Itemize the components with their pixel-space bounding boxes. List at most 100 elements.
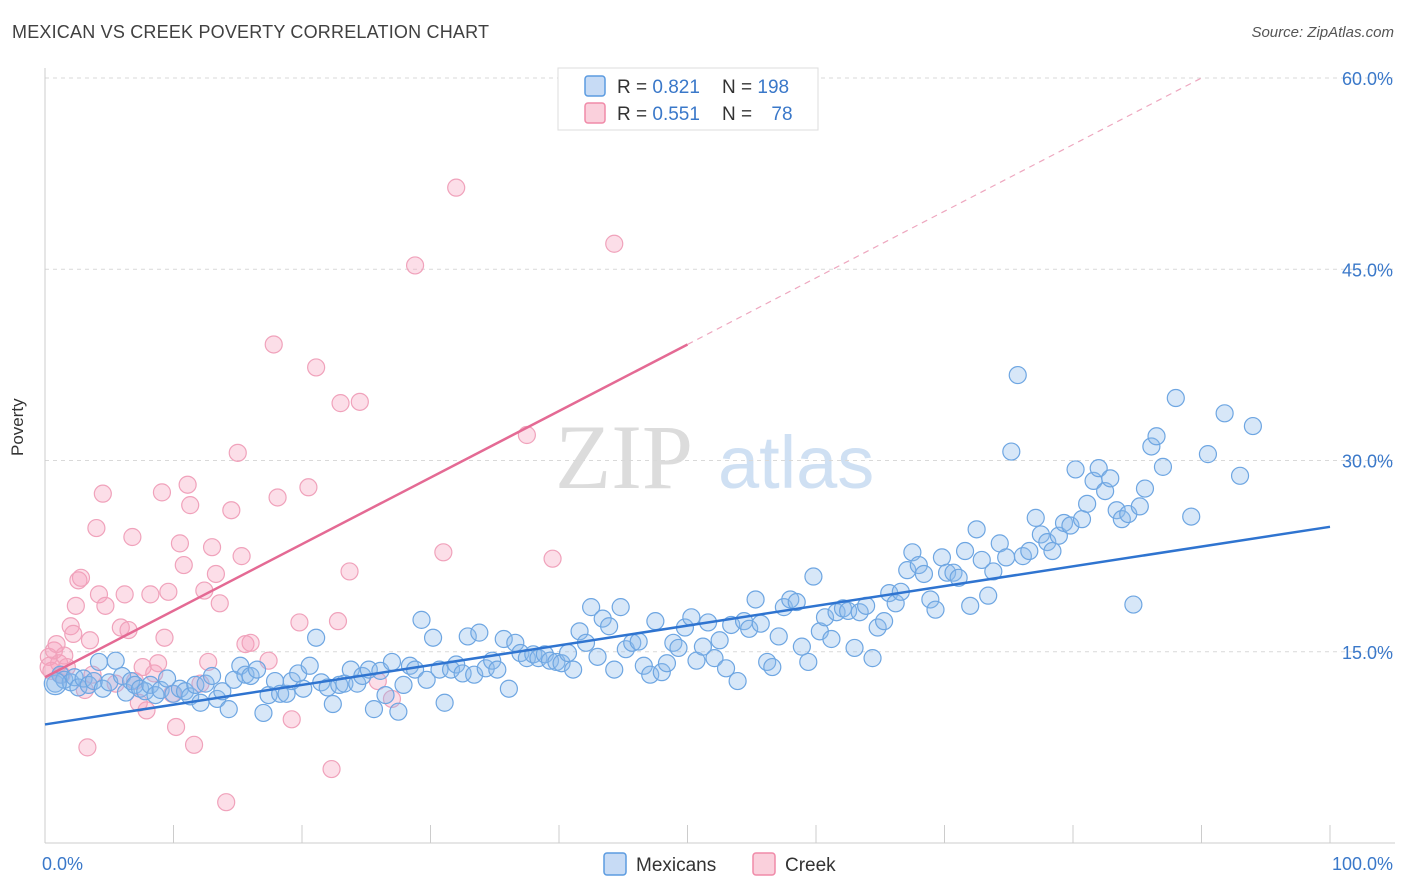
mexicans-point-163: [979, 586, 998, 605]
svg-text:R = 0.821: R = 0.821: [617, 77, 700, 98]
svg-text:R = 0.551: R = 0.551: [617, 104, 700, 125]
mexicans-point-159: [955, 541, 975, 561]
mexicans-point-91: [558, 643, 578, 663]
creek-point-23: [115, 585, 134, 604]
mexicans-point-145: [875, 612, 894, 631]
creek-point-57: [268, 488, 287, 507]
mexicans-point-9: [89, 652, 109, 672]
creek-point-34: [155, 628, 174, 647]
mexicans-point-103: [629, 632, 648, 651]
mexicans-point-33: [219, 700, 238, 719]
mexicans-point-143: [863, 649, 882, 668]
mexicans-point-167: [1002, 442, 1021, 461]
mexicans-point-39: [254, 703, 273, 723]
mexicans-point-73: [453, 664, 472, 683]
legend-bottom-swatch-creek: [752, 852, 776, 876]
axes: [44, 68, 1395, 844]
legend-r-label-2: R =: [617, 104, 652, 125]
x-tick-label-0: 0.0%: [42, 854, 83, 874]
legend-swatch-creek: [584, 102, 606, 124]
mexicans-point-58: [364, 700, 384, 719]
mexicans-point-76: [470, 623, 489, 642]
mexicans-point-170: [1020, 541, 1039, 561]
mexicans-point-194: [1166, 388, 1185, 408]
creek-point-37: [166, 717, 186, 737]
mexicans-point-70: [435, 693, 454, 712]
mexicans-point-75: [465, 665, 484, 684]
legend-n-value-1: 198: [757, 77, 789, 98]
creek-trend-line: [44, 343, 689, 679]
creek-point-59: [290, 613, 309, 632]
mexicans-point-92: [564, 660, 583, 679]
legend-r-value-2: 0.551: [652, 104, 700, 125]
y-tick-label-45: 45.0%: [1342, 260, 1393, 280]
watermark-atlas: atlas: [718, 421, 874, 504]
creek-point-40: [178, 475, 197, 494]
creek-point-28: [133, 657, 152, 677]
mexicans-point-62: [389, 702, 408, 721]
mexicans-point-114: [693, 637, 713, 656]
mexicans-point-88: [540, 651, 560, 670]
svg-text:N = 198: N = 198: [722, 77, 789, 98]
mexicans-point-79: [488, 660, 507, 679]
creek-point-69: [405, 256, 425, 275]
creek-point-64: [331, 394, 350, 413]
mexicans-point-48: [307, 628, 326, 647]
creek-point-66: [350, 392, 369, 411]
mexicans-point-197: [1215, 404, 1234, 423]
creek-point-12: [71, 568, 91, 587]
legend-bottom-label-creek: Creek: [785, 855, 836, 876]
mexicans-point-90: [552, 654, 571, 673]
creek-point-74: [605, 234, 624, 253]
creek-point-50: [222, 501, 241, 520]
creek-point-42: [184, 735, 204, 754]
mexicans-point-184: [1101, 469, 1120, 488]
mexicans-point-68: [423, 628, 443, 647]
mexicans-point-22: [157, 669, 177, 688]
mexicans-point-20: [146, 685, 165, 705]
mexicans-point-109: [664, 633, 683, 652]
series-mexicans: [43, 365, 1263, 723]
mexicans-point-107: [652, 663, 671, 682]
mexicans-point-124: [751, 614, 770, 633]
creek-point-71: [447, 178, 466, 197]
mexicans-point-81: [499, 679, 518, 698]
mexicans-point-162: [972, 550, 991, 570]
mexicans-point-168: [1008, 365, 1027, 385]
mexicans-point-192: [1147, 427, 1166, 446]
mexicans-point-110: [669, 638, 688, 658]
tick-labels: 15.0% 30.0% 45.0% 60.0% 0.0% 100.0%: [42, 69, 1393, 874]
legend-swatch-mexicans: [584, 75, 606, 97]
creek-point-48: [210, 594, 229, 613]
mexicans-point-47: [300, 656, 319, 675]
mexicans-trend-line: [44, 525, 1331, 726]
x-tick-label-100: 100.0%: [1332, 854, 1393, 874]
mexicans-point-67: [417, 670, 436, 689]
mexicans-point-189: [1130, 497, 1149, 516]
mexicans-point-120: [728, 671, 747, 691]
mexicans-point-180: [1078, 494, 1097, 513]
legend-n-label-1: N =: [722, 77, 757, 98]
creek-point-65: [340, 562, 359, 581]
creek-point-32: [148, 654, 168, 673]
creek-point-38: [170, 534, 190, 553]
mexicans-point-188: [1124, 595, 1143, 614]
mexicans-point-196: [1198, 445, 1218, 464]
mexicans-point-174: [1043, 541, 1062, 561]
gridlines: [45, 77, 1395, 653]
creek-point-33: [152, 483, 172, 502]
mexicans-point-0: [46, 674, 65, 693]
creek-trend-extension: [687, 77, 1202, 346]
mexicans-point-74: [458, 627, 477, 646]
creek-point-35: [159, 582, 178, 601]
mexicans-point-66: [412, 610, 431, 629]
creek-point-18: [89, 585, 109, 604]
mexicans-point-98: [600, 617, 619, 636]
watermark-zip: ZIP: [555, 406, 693, 508]
mexicans-point-195: [1182, 507, 1201, 526]
creek-point-60: [299, 478, 318, 497]
mexicans-point-19: [141, 675, 160, 695]
creek-point-54: [241, 633, 260, 652]
mexicans-point-161: [967, 520, 986, 539]
